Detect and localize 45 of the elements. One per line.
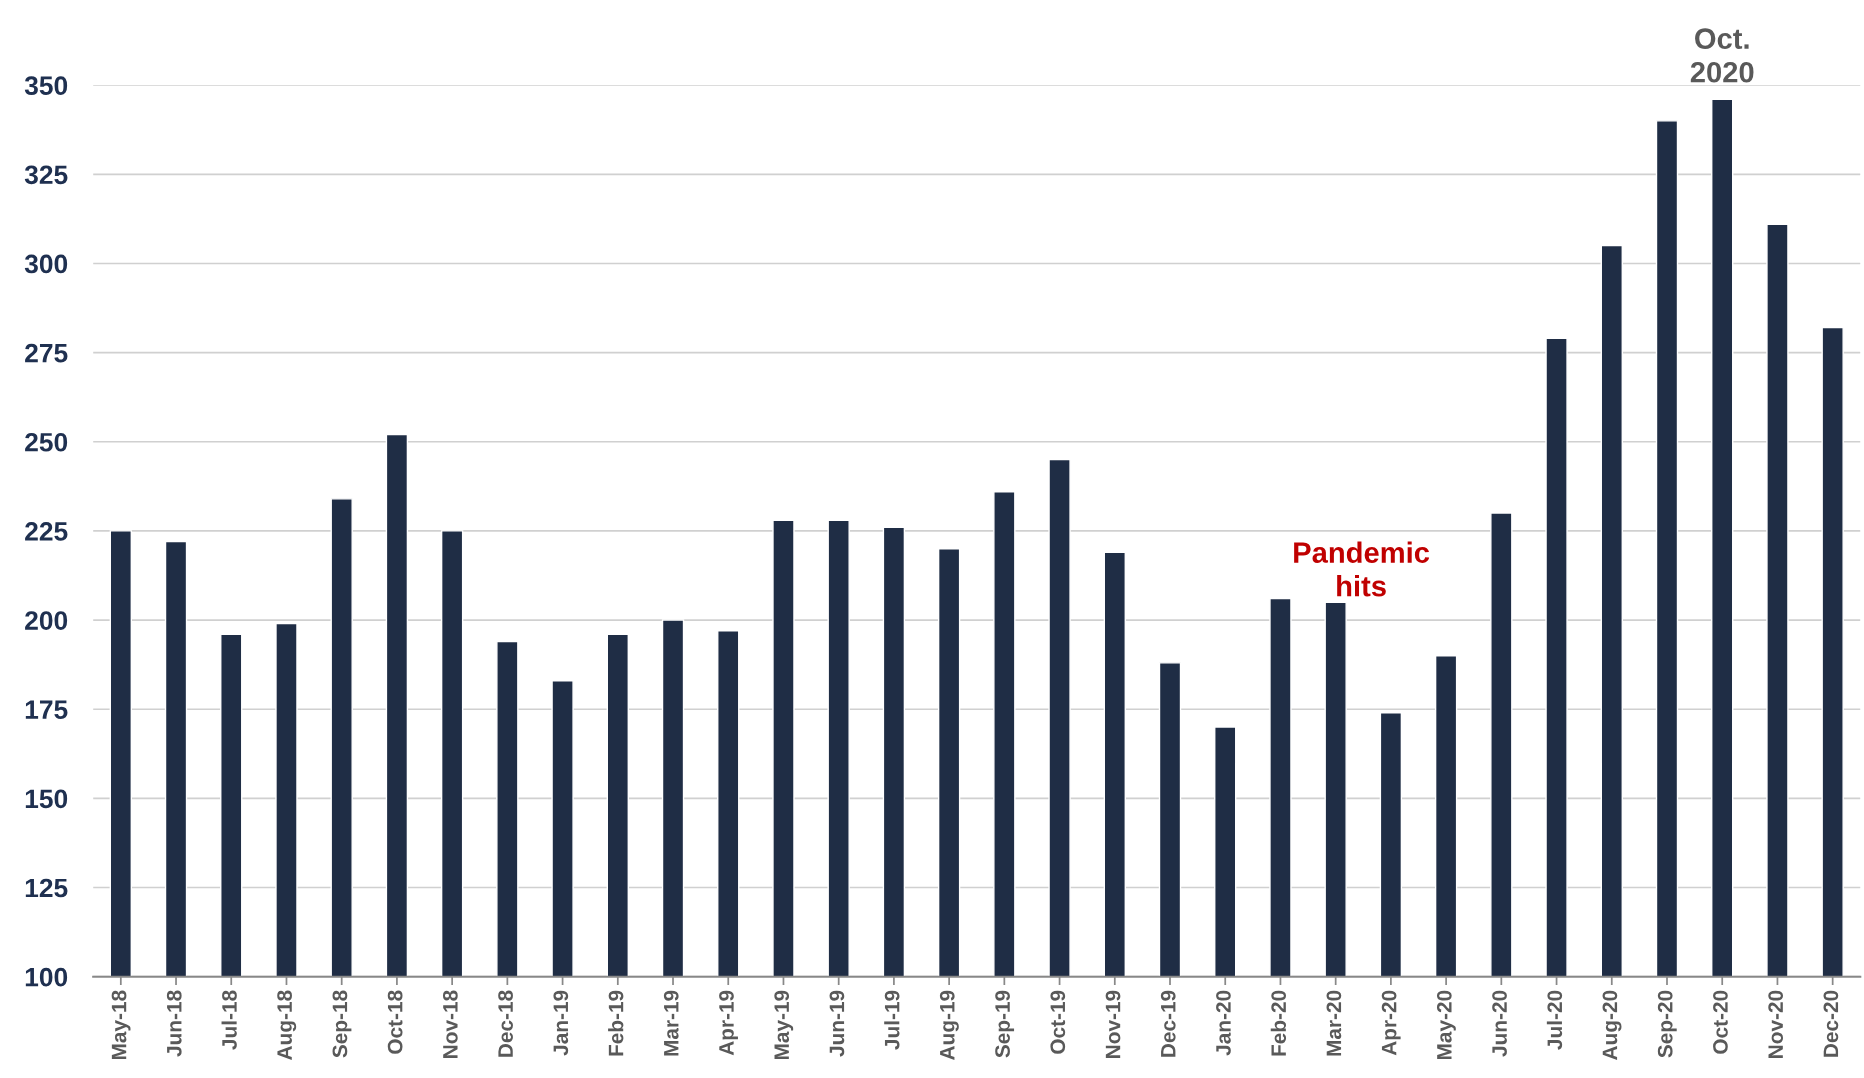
x-tick-label: Nov-19: [1105, 990, 1121, 1058]
x-tick-label: Jan-19: [553, 990, 569, 1056]
x-tick-label: Nov-20: [1768, 990, 1784, 1058]
x-tick-label: Jun-20: [1492, 990, 1507, 1057]
x-tick-label: Mar-19: [663, 990, 679, 1056]
x-tick-label: Mar-20: [1326, 990, 1342, 1056]
x-tick-label: Sep-19: [995, 990, 1015, 1058]
x-tick-label: Aug-19: [939, 990, 959, 1060]
x-tick-label: Jun-19: [829, 990, 845, 1057]
y-tick-label: 200: [25, 611, 68, 630]
x-tick-label: Oct-18: [387, 990, 403, 1054]
x-tick-label: Dec-18: [498, 990, 513, 1057]
x-tick-label: Oct-19: [1050, 990, 1066, 1054]
x-tick-label: Jul-19: [884, 990, 900, 1050]
x-tick-label: Oct-20: [1713, 990, 1728, 1054]
x-tick-label: Jul-20: [1546, 990, 1563, 1050]
x-tick-label: Feb-19: [608, 990, 624, 1056]
y-tick-label: 225: [25, 522, 68, 541]
x-tick-label: Sep-18: [332, 990, 352, 1058]
x-tick-label: May-20: [1436, 990, 1456, 1060]
x-tick-label: Apr-20: [1381, 990, 1401, 1056]
x-tick-label: Dec-19: [1160, 990, 1176, 1057]
annotation: Oct. 2020: [1690, 28, 1754, 83]
x-tick-label: Jul-18: [221, 990, 237, 1050]
y-tick-label: 150: [25, 789, 68, 809]
x-tick-label: Apr-19: [719, 990, 738, 1056]
annotation: Pandemic hits: [1294, 541, 1430, 597]
y-tick-label: 175: [25, 700, 68, 720]
y-tick-label: 100: [25, 967, 68, 987]
y-tick-label: 125: [25, 878, 68, 898]
x-tick-label: Aug-18: [277, 990, 297, 1060]
x-tick-label: May-19: [774, 990, 794, 1060]
y-tick-label: 325: [24, 165, 68, 185]
x-tick-label: Nov-18: [442, 990, 458, 1058]
x-tick-label: Jan-20: [1216, 990, 1231, 1056]
y-tick-label: 275: [25, 343, 68, 363]
x-tick-label: Jun-18: [166, 990, 182, 1057]
x-tick-label: May-18: [111, 990, 131, 1060]
y-tick-label: 300: [24, 254, 68, 274]
x-tick-label: Aug-20: [1602, 990, 1622, 1060]
y-tick-label: 350: [24, 76, 68, 96]
x-tick-label: Sep-20: [1657, 990, 1677, 1058]
y-tick-label: 250: [25, 432, 68, 452]
x-tick-label: Feb-20: [1270, 990, 1287, 1056]
x-tick-label: Dec-20: [1823, 990, 1839, 1057]
